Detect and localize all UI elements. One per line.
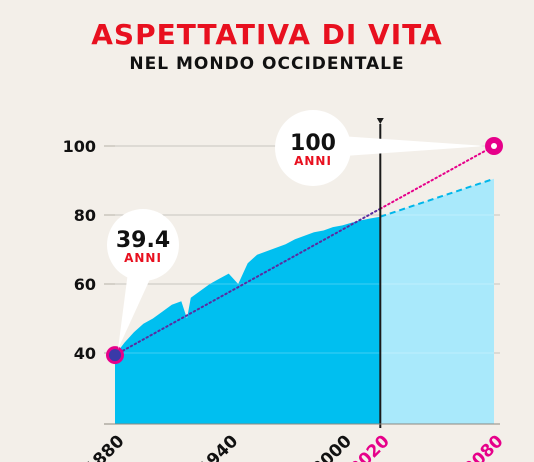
callout-value: 39.4 xyxy=(116,228,170,253)
y-tick-label: 80 xyxy=(74,206,96,225)
callout-unit: ANNI xyxy=(294,154,332,168)
line-layer xyxy=(106,118,503,428)
x-tick-label: 1880 xyxy=(81,431,129,462)
chart-title: ASPETTATIVA DI VITA xyxy=(91,18,443,51)
y-tick-label: 40 xyxy=(74,344,96,363)
callout-tail xyxy=(118,272,150,350)
area-layer xyxy=(115,145,500,424)
chart-subtitle: NEL MONDO OCCIDENTALE xyxy=(129,54,405,74)
x-tick-label: 1940 xyxy=(195,431,243,462)
trend-line-historical xyxy=(114,207,382,357)
marker-arrow-icon xyxy=(376,118,384,124)
callout-tail xyxy=(340,136,486,156)
x-tick-label: 2000 xyxy=(308,431,356,462)
projection-area xyxy=(380,178,494,424)
trend-line-projection xyxy=(379,145,495,210)
callout-bubble xyxy=(107,209,179,281)
start-point-inner xyxy=(109,349,121,362)
end-point-inner xyxy=(491,143,497,149)
callout-bubble xyxy=(275,110,351,186)
y-tick-label: 100 xyxy=(63,137,96,156)
callout-value: 100 xyxy=(290,131,336,156)
x-tick-label: 2080 xyxy=(460,431,508,462)
historical-area xyxy=(115,216,381,424)
y-tick-label: 60 xyxy=(74,275,96,294)
callout-unit: ANNI xyxy=(124,251,162,265)
